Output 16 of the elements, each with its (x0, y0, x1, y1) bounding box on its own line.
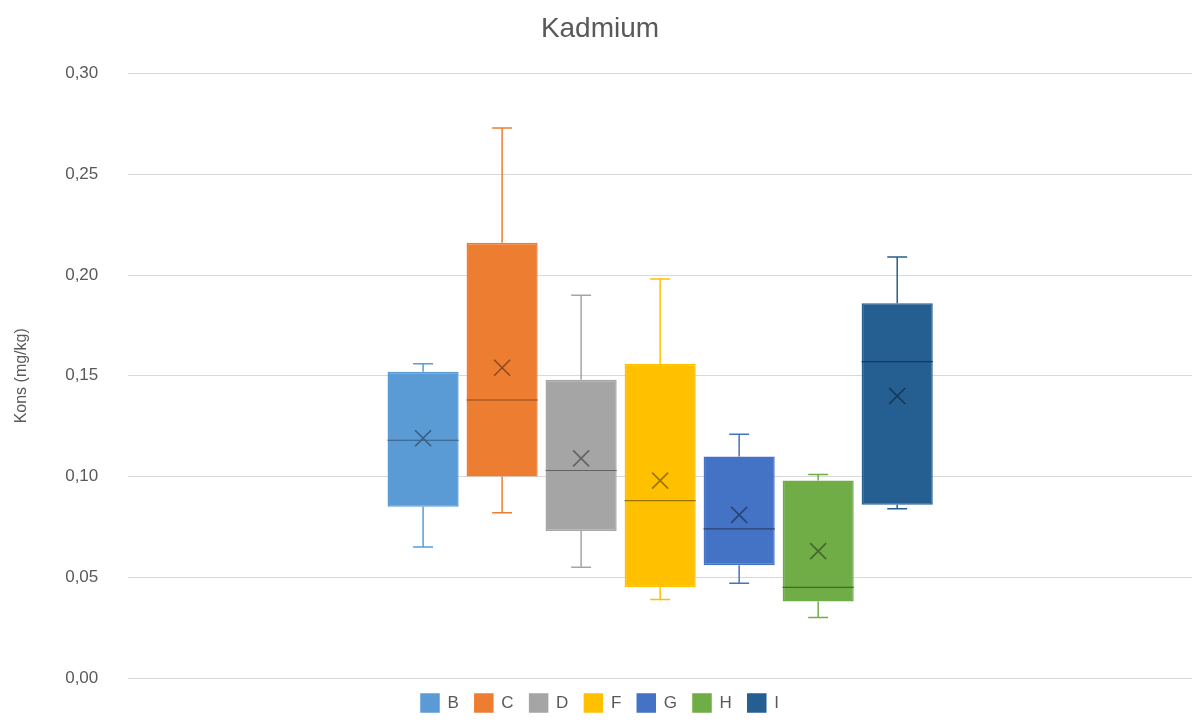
chart-title: Kadmium (540, 11, 660, 43)
legend-label: F (610, 692, 622, 712)
y-tick-label: 0,25 (65, 164, 99, 184)
y-tick-label: 0,30 (65, 63, 99, 83)
legend-label: I (774, 692, 780, 712)
legend-label: H (719, 692, 732, 712)
legend-label: C (501, 692, 514, 712)
y-tick-label: 0,15 (65, 365, 99, 385)
legend-label: G (663, 692, 678, 712)
y-tick-label: 0,10 (65, 466, 99, 486)
y-tick-label: 0,00 (65, 667, 99, 687)
legend-label: D (556, 692, 569, 712)
y-axis-title: Kons (mg/kg) (12, 328, 30, 424)
y-tick-label: 0,20 (65, 264, 99, 284)
legend-label: B (447, 692, 459, 712)
y-tick-label: 0,05 (65, 566, 99, 586)
